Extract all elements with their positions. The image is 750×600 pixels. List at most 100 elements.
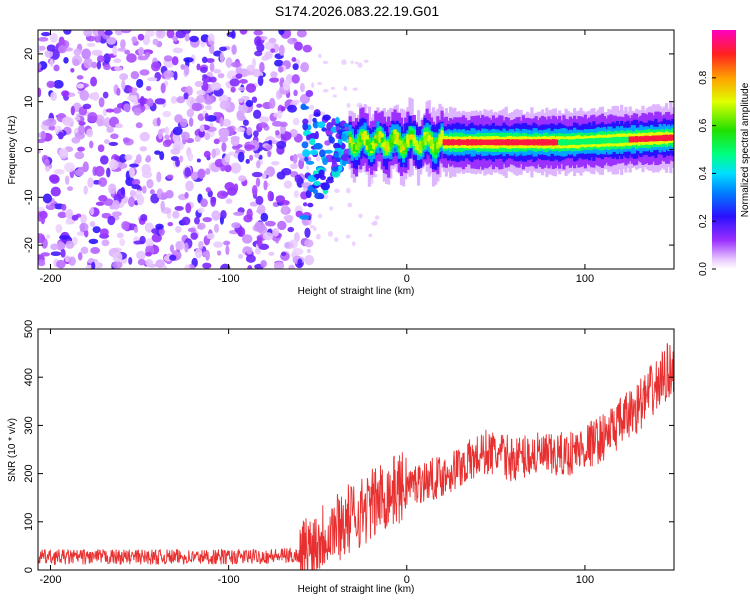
heatmap-transition-blob [307,202,314,208]
heatmap-cells [38,30,674,269]
heatmap-noise-blob [251,171,263,178]
heatmap-noise-blob [91,61,98,69]
heatmap-signal-band-cell [641,136,645,142]
heatmap-noise-blob [166,174,174,180]
heatmap-noise-blob [244,144,256,150]
heatmap-noise-blob [101,239,110,247]
heatmap-signal-band-cell [468,139,472,145]
heatmap-noise-blob [164,134,171,140]
y-tick-label: 300 [23,416,35,434]
heatmap-noise-blob [268,37,277,44]
heatmap-noise-blob [252,109,262,119]
heatmap-noise-blob [120,186,126,196]
heatmap-signal-band-cell [395,134,399,142]
heatmap-signal-band-cell [500,139,504,146]
heatmap-signal-band-cell [532,139,536,146]
heatmap-signal-band-cell [664,134,669,142]
heatmap-noise-blob [128,86,134,93]
heatmap-noise-blob [258,122,268,128]
heatmap-signal-band-cell [596,138,600,144]
heatmap-signal-band-cell [656,135,660,142]
heatmap-noise-blob [65,218,71,225]
heatmap-signal-band-cell [391,135,395,142]
heatmap-noise-blob [291,57,297,62]
heatmap-transition-blob [304,156,309,162]
heatmap-noise-blob [246,247,253,255]
heatmap-noise-blob [172,126,183,136]
heatmap-noise-blob [184,33,190,42]
heatmap-noise-blob [38,62,42,70]
heatmap-noise-blob [88,238,99,245]
heatmap-noise-blob [217,72,225,79]
heatmap-noise-blob [60,248,66,258]
heatmap-faint-dot [371,221,377,226]
heatmap-noise-blob [180,64,186,70]
heatmap-noise-blob [130,71,140,80]
heatmap-noise-blob [157,128,163,140]
heatmap-noise-blob [251,96,258,103]
heatmap-noise-blob [191,102,203,112]
heatmap-signal-band-cell [455,139,459,145]
chart-title: S174.2026.083.22.19.G01 [275,3,439,19]
heatmap-noise-blob [129,166,135,178]
heatmap-signal-band-cell [570,139,575,145]
heatmap-signal-band-cell [354,144,359,151]
heatmap-noise-blob [281,204,289,214]
heatmap-signal-band-cell [478,139,483,146]
heatmap-noise-blob [254,221,266,233]
heatmap-signal-band-cell [470,139,474,146]
heatmap-faint-dot [363,59,369,63]
heatmap-signal-band-cell [534,139,538,146]
heatmap-noise-blob [276,140,287,150]
heatmap-signal-band-cell [408,134,412,140]
heatmap-transition-blob [314,192,324,200]
heatmap-noise-blob [211,148,217,159]
heatmap-noise-blob [151,228,159,235]
heatmap-signal-band-cell [519,139,523,145]
heatmap-signal-band-cell [427,135,431,142]
heatmap-noise-blob [206,233,215,240]
heatmap-signal-band-cell [350,142,354,148]
x-tick-label: 0 [404,273,410,285]
heatmap-signal-band-cell [489,139,493,146]
heatmap-signal-band-cell [397,139,401,146]
heatmap-noise-blob [99,155,109,165]
heatmap-noise-blob [94,34,102,43]
heatmap-signal-band-cell [515,139,519,146]
heatmap-noise-blob [65,240,75,249]
heatmap-noise-blob [283,214,294,221]
heatmap-noise-blob [83,229,89,238]
heatmap-signal-band-cell [410,134,414,140]
heatmap-signal-band-cell [382,141,386,148]
heatmap-noise-blob [187,227,196,233]
heatmap-noise-blob [131,178,141,186]
heatmap-noise-blob [262,173,267,180]
heatmap-noise-blob [97,144,105,153]
heatmap-signal-band-cell [491,139,495,146]
heatmap-faint-dot [357,62,363,68]
heatmap-noise-blob [38,138,45,144]
heatmap-noise-blob [223,240,231,246]
heatmap-noise-blob [116,102,126,109]
x-tick-label: -200 [39,574,61,586]
heatmap-noise-blob [119,238,126,246]
heatmap-noise-blob [204,105,212,111]
heatmap-noise-blob [216,250,222,256]
heatmap-signal-band-cell [444,139,448,146]
heatmap-y-ticks: -20 -10 0 10 20 [23,48,674,253]
heatmap-faint-dot [306,165,310,170]
heatmap-signal-band-cell [628,136,632,143]
heatmap-signal-band-cell [423,135,427,142]
heatmap-faint-dot [374,215,380,220]
heatmap-noise-blob [110,133,119,140]
heatmap-noise-blob [141,171,153,179]
heatmap-signal-band-cell [369,145,374,151]
heatmap-noise-blob [213,111,221,117]
heatmap-noise-blob [294,174,302,183]
heatmap-noise-blob [114,30,124,36]
heatmap-noise-blob [145,85,152,91]
heatmap-noise-blob [120,30,132,34]
heatmap-noise-blob [83,57,93,69]
heatmap-noise-blob [78,121,86,126]
heatmap-noise-blob [243,214,253,223]
